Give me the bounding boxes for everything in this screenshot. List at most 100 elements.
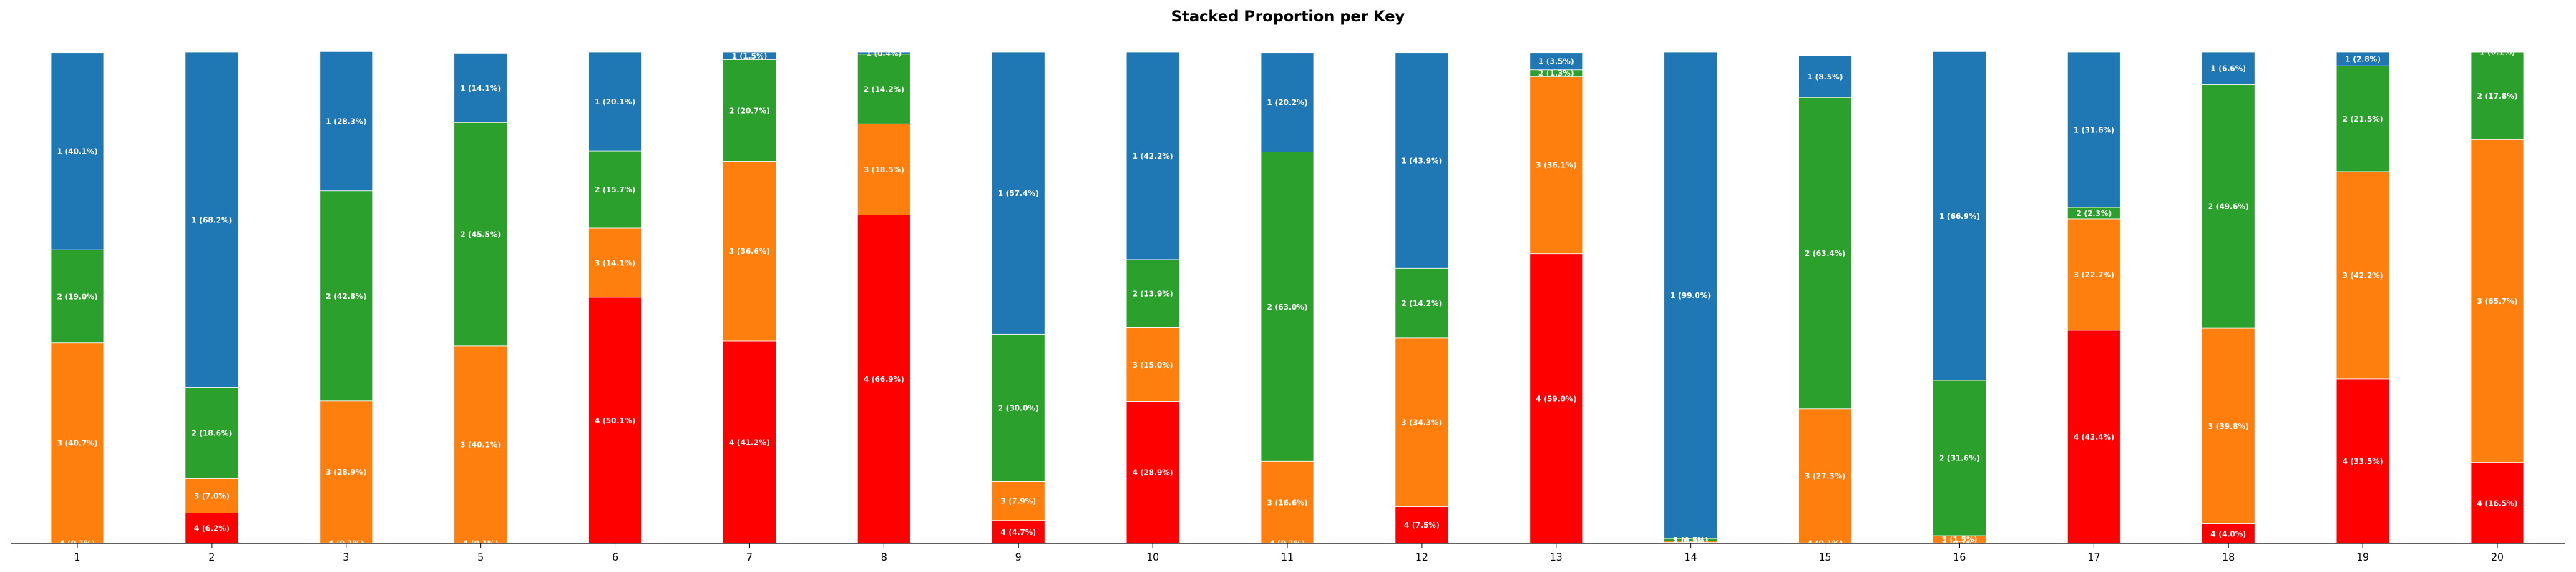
segment-label-9-4: 4 (4.7%) — [1000, 528, 1036, 537]
segment-label-12-3: 3 (34.3%) — [1401, 419, 1442, 428]
bar-segment-18-2 — [2201, 84, 2255, 329]
segment-label-15-1: 1 (8.5%) — [1807, 73, 1843, 82]
segment-label-6-2: 2 (15.7%) — [595, 186, 635, 194]
bar-segment-8-2 — [857, 54, 911, 124]
segment-label-7-2: 2 (20.7%) — [729, 107, 770, 115]
segment-label-14-3: 3 (0.3%) — [1673, 538, 1709, 547]
bar-segment-7-2 — [723, 59, 776, 162]
bar-segment-20-3 — [2470, 139, 2524, 463]
segment-label-3-3: 3 (28.9%) — [326, 468, 366, 477]
bar-segment-2-4 — [185, 513, 239, 544]
x-tick-label-19: 19 — [2356, 552, 2369, 563]
x-tick-label-5: 5 — [477, 552, 484, 563]
x-tick-label-8: 8 — [881, 552, 887, 563]
segment-label-5-3: 3 (40.1%) — [460, 441, 501, 450]
x-tick-label-13: 13 — [1550, 552, 1563, 563]
segment-label-11-3: 3 (16.6%) — [1267, 498, 1308, 507]
segment-label-13-1: 1 (3.5%) — [1538, 58, 1574, 66]
segment-label-2-1: 1 (68.2%) — [191, 216, 232, 225]
segment-label-2-4: 4 (6.2%) — [194, 525, 230, 533]
segment-label-1-1: 1 (40.1%) — [57, 147, 98, 156]
bar-segment-11-3 — [1260, 460, 1314, 543]
bar-segment-19-3 — [2336, 171, 2390, 380]
segment-label-11-1: 1 (20.2%) — [1267, 99, 1308, 107]
x-tick-label-14: 14 — [1684, 552, 1697, 563]
segment-label-19-3: 3 (42.2%) — [2343, 272, 2384, 280]
segment-label-3-1: 1 (28.3%) — [326, 118, 366, 127]
segment-label-9-2: 2 (30.0%) — [998, 404, 1039, 413]
bar-segment-1-1 — [50, 52, 104, 250]
bar-segment-13-1 — [1529, 52, 1584, 71]
segment-label-12-2: 2 (14.2%) — [1401, 300, 1442, 308]
bar-segment-8-1 — [857, 51, 911, 55]
segment-label-18-1: 1 (6.6%) — [2210, 65, 2246, 74]
segment-label-19-4: 4 (33.5%) — [2343, 458, 2384, 466]
x-tick-label-1: 1 — [74, 552, 81, 563]
segment-label-19-1: 1 (2.8%) — [2345, 56, 2381, 64]
bar-segment-12-1 — [1395, 52, 1449, 269]
segment-label-20-4: 4 (16.5%) — [2477, 499, 2518, 508]
segment-label-6-4: 4 (50.1%) — [595, 417, 635, 425]
bar-segment-6-1 — [588, 51, 642, 152]
segment-label-14-2: 2 (0.5%) — [1673, 536, 1709, 545]
bar-segment-6-2 — [588, 150, 642, 229]
segment-label-1-2: 2 (19.0%) — [57, 292, 98, 301]
bar-segment-2-2 — [185, 387, 239, 479]
x-ticks-group: 1 2 3 5 6 7 8 9 10 11 12 13 14 15 16 17 18 19 20 — [74, 543, 2504, 563]
chart-title: Stacked Proportion per Key — [1171, 8, 1405, 25]
segment-label-10-4: 4 (28.9%) — [1133, 469, 1174, 478]
bar-segment-6-3 — [588, 227, 642, 298]
x-tick-label-3: 3 — [343, 552, 349, 563]
bar-segment-12-3 — [1395, 337, 1449, 507]
segment-label-20-3: 3 (65.7%) — [2477, 297, 2518, 306]
segment-label-5-2: 2 (45.5%) — [460, 231, 501, 240]
bar-segment-1-2 — [50, 249, 104, 344]
bar-segment-16-1 — [1933, 51, 1986, 381]
segment-label-10-1: 1 (42.2%) — [1133, 152, 1174, 161]
segment-label-14-1: 1 (99.0%) — [1670, 292, 1711, 300]
bar-segment-6-4 — [588, 297, 642, 544]
segment-label-8-2: 2 (14.2%) — [864, 86, 904, 94]
segment-label-16-3: 3 (1.5%) — [1942, 536, 1978, 544]
x-tick-label-20: 20 — [2491, 552, 2504, 563]
segment-label-9-1: 1 (57.4%) — [998, 189, 1039, 198]
segment-label-12-1: 1 (43.9%) — [1401, 157, 1442, 165]
bar-segment-3-1 — [319, 51, 374, 192]
bar-segment-15-2 — [1798, 97, 1852, 410]
segment-label-17-2: 2 (2.3%) — [2076, 209, 2112, 218]
segment-label-13-4: 4 (59.0%) — [1536, 395, 1576, 403]
segment-label-20-1: 1 (0.1%) — [2479, 49, 2515, 57]
x-tick-label-2: 2 — [208, 552, 215, 563]
segment-label-6-3: 3 (14.1%) — [595, 259, 635, 267]
bar-segment-3-3 — [319, 400, 374, 543]
segment-label-17-3: 3 (22.7%) — [2074, 271, 2114, 280]
bar-segment-9-4 — [991, 520, 1045, 544]
bar-segment-9-1 — [991, 51, 1045, 335]
bar-segment-5-3 — [454, 345, 508, 543]
segment-label-3-2: 2 (42.8%) — [326, 292, 366, 301]
bar-segment-19-4 — [2336, 378, 2390, 544]
bar-segment-8-4 — [857, 214, 911, 544]
x-tick-label-17: 17 — [2087, 552, 2100, 563]
bar-segment-19-1 — [2336, 51, 2390, 66]
x-tick-label-9: 9 — [1015, 552, 1022, 563]
bar-segment-18-1 — [2201, 51, 2255, 85]
x-tick-label-18: 18 — [2222, 552, 2235, 563]
segment-label-2-3: 3 (7.0%) — [194, 492, 230, 500]
bar-segment-15-1 — [1798, 55, 1852, 98]
segment-label-7-1: 1 (1.5%) — [732, 52, 768, 61]
x-tick-label-10: 10 — [1146, 552, 1159, 563]
segment-label-19-2: 2 (21.5%) — [2343, 115, 2384, 124]
bar-segment-20-2 — [2470, 51, 2524, 140]
segment-labels-group: 4 (0.1%)3 (40.7%)2 (19.0%)1 (40.1%)4 (6.… — [57, 49, 2518, 548]
x-tick-label-6: 6 — [612, 552, 618, 563]
segment-label-18-3: 3 (39.8%) — [2208, 423, 2249, 431]
segment-label-10-2: 2 (13.9%) — [1133, 290, 1174, 299]
segment-label-11-2: 2 (63.0%) — [1267, 303, 1308, 312]
bar-segment-1-3 — [50, 342, 104, 543]
bar-segment-18-4 — [2201, 523, 2255, 544]
segment-label-5-1: 1 (14.1%) — [460, 84, 501, 93]
bar-segment-18-3 — [2201, 327, 2255, 524]
bar-segment-20-1 — [2470, 51, 2524, 53]
